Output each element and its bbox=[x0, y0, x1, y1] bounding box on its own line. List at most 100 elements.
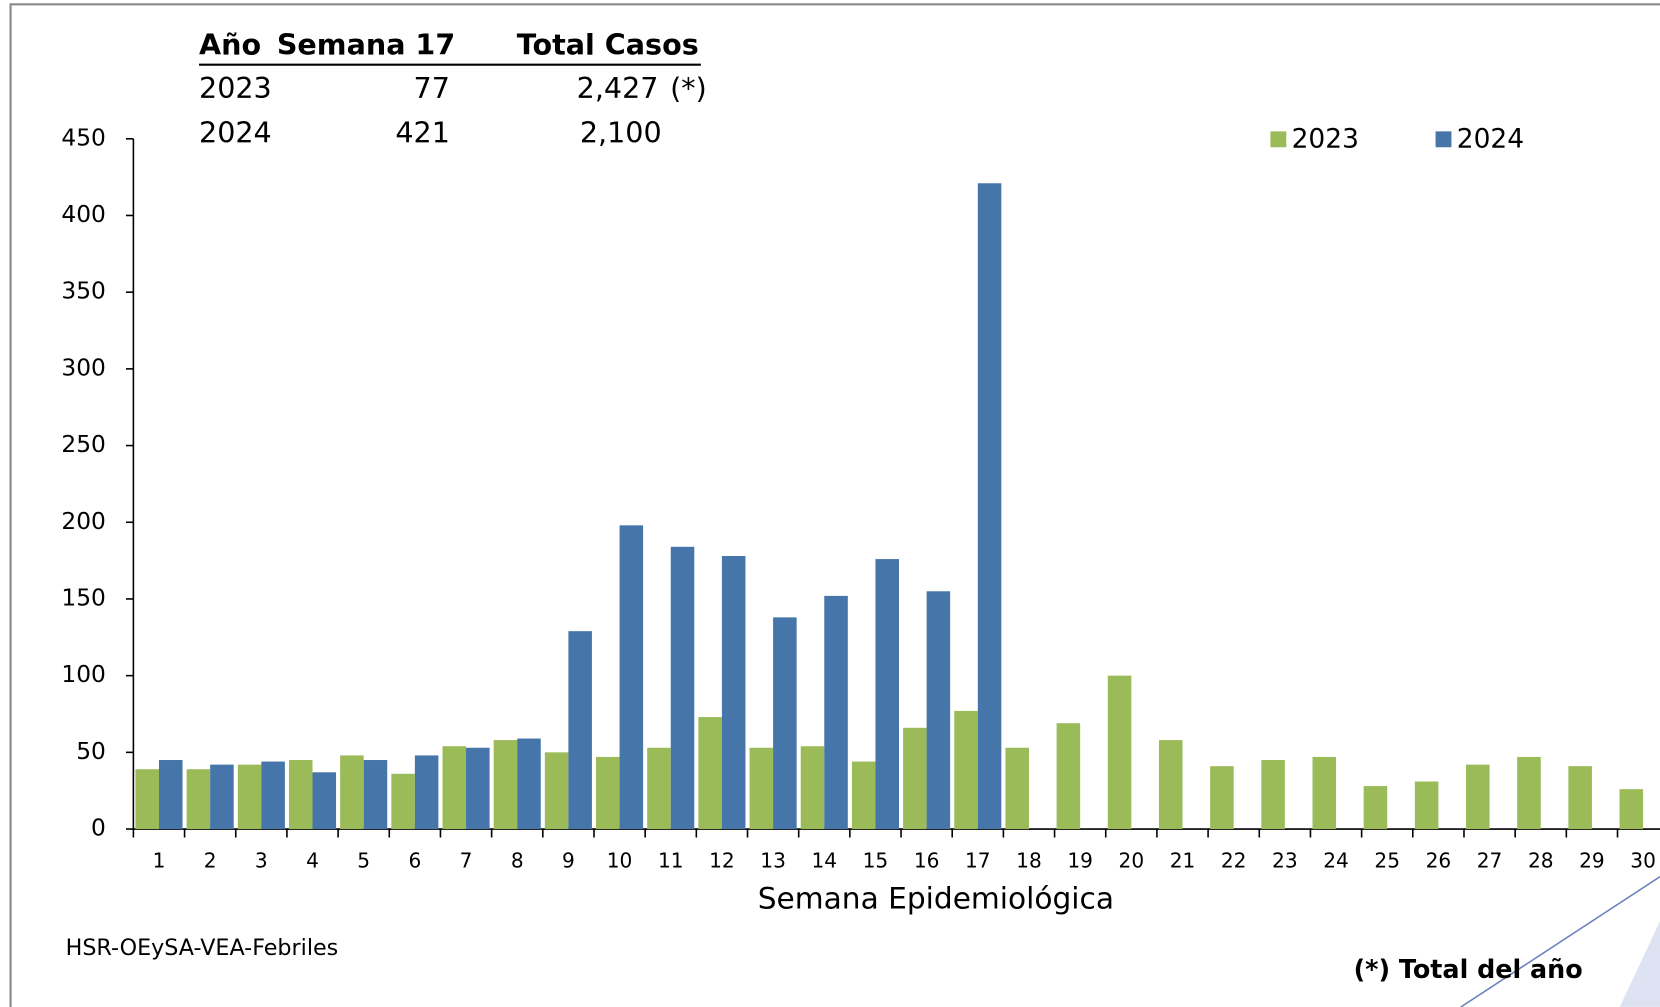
y-tick-label: 150 bbox=[61, 584, 105, 611]
x-tick-label: 8 bbox=[511, 848, 524, 872]
x-tick-label: 10 bbox=[607, 848, 633, 872]
bar bbox=[749, 747, 774, 830]
table-header: Semana 17 bbox=[277, 28, 455, 62]
bar bbox=[800, 746, 825, 830]
footnote: (*) Total del año bbox=[1354, 954, 1583, 984]
bar bbox=[1005, 747, 1029, 830]
decor-line bbox=[1460, 876, 1660, 1007]
bar bbox=[1158, 740, 1183, 830]
table-header: Total Casos bbox=[517, 28, 699, 62]
bar bbox=[1210, 766, 1234, 830]
bar bbox=[824, 595, 848, 830]
y-tick-label: 50 bbox=[76, 738, 106, 765]
x-tick-label: 30 bbox=[1630, 848, 1656, 872]
bar bbox=[493, 740, 518, 830]
x-tick-label: 7 bbox=[460, 848, 473, 872]
bar bbox=[954, 710, 978, 830]
bar bbox=[158, 760, 183, 830]
bar bbox=[186, 769, 211, 830]
bar bbox=[903, 727, 927, 830]
x-tick-label: 9 bbox=[562, 848, 575, 872]
table-cell: 2,100 bbox=[580, 116, 662, 150]
bar bbox=[466, 747, 490, 830]
table-cell: 2024 bbox=[199, 116, 272, 150]
bar bbox=[1414, 781, 1439, 830]
x-axis-label: Semana Epidemiológica bbox=[758, 880, 1114, 915]
frame bbox=[9, 3, 1660, 1007]
x-tick-label: 21 bbox=[1170, 848, 1196, 872]
y-tick-label: 350 bbox=[61, 278, 105, 305]
bar bbox=[670, 546, 695, 830]
bar bbox=[1619, 789, 1644, 830]
bar bbox=[1056, 723, 1081, 830]
x-tick-label: 22 bbox=[1221, 848, 1247, 872]
bar bbox=[1107, 675, 1132, 830]
bar bbox=[237, 764, 262, 830]
bar bbox=[568, 631, 592, 830]
source: HSR-OEySA-VEA-Febriles bbox=[66, 935, 339, 961]
y-tick-label: 0 bbox=[91, 815, 106, 842]
x-tick-label: 2 bbox=[204, 848, 217, 872]
table-cell: (*) bbox=[670, 71, 707, 105]
x-tick-label: 18 bbox=[1016, 848, 1042, 872]
bar bbox=[414, 755, 439, 830]
x-tick-label: 13 bbox=[760, 848, 786, 872]
legend-swatch bbox=[1270, 131, 1287, 148]
bar bbox=[647, 747, 671, 830]
x-tick-label: 3 bbox=[255, 848, 268, 872]
bar bbox=[851, 761, 876, 830]
x-tick-label: 16 bbox=[914, 848, 940, 872]
x-tick-label: 29 bbox=[1579, 848, 1605, 872]
x-tick-label: 19 bbox=[1067, 848, 1093, 872]
y-tick-label: 300 bbox=[61, 354, 105, 381]
bar bbox=[363, 760, 388, 830]
x-tick-label: 12 bbox=[709, 848, 735, 872]
y-tick-label: 450 bbox=[61, 124, 105, 151]
bar bbox=[596, 756, 620, 830]
x-tick-label: 23 bbox=[1272, 848, 1298, 872]
x-tick-label: 24 bbox=[1323, 848, 1349, 872]
table-cell: 2,427 bbox=[577, 71, 659, 105]
bar bbox=[926, 591, 951, 830]
legend-swatch bbox=[1435, 131, 1452, 148]
bar bbox=[1261, 760, 1285, 830]
legend-label: 2023 bbox=[1292, 123, 1359, 154]
x-tick-label: 17 bbox=[965, 848, 991, 872]
bar bbox=[1517, 756, 1541, 830]
bar bbox=[1568, 766, 1592, 830]
x-tick-label: 14 bbox=[811, 848, 837, 872]
bar bbox=[391, 773, 415, 830]
table-cell: 2023 bbox=[199, 71, 272, 105]
bar bbox=[288, 760, 313, 830]
bar bbox=[721, 556, 746, 830]
bar bbox=[517, 738, 541, 830]
bar bbox=[261, 761, 285, 830]
x-tick-label: 25 bbox=[1374, 848, 1400, 872]
bar bbox=[1466, 764, 1490, 830]
x-tick-label: 5 bbox=[357, 848, 370, 872]
bar bbox=[312, 772, 337, 830]
bar bbox=[442, 746, 467, 830]
x-tick-label: 4 bbox=[306, 848, 319, 872]
bar bbox=[210, 764, 234, 830]
x-tick-label: 26 bbox=[1426, 848, 1452, 872]
x-tick-label: 1 bbox=[153, 848, 166, 872]
bar bbox=[1312, 756, 1337, 830]
y-tick-label: 100 bbox=[61, 661, 105, 688]
x-tick-label: 6 bbox=[408, 848, 421, 872]
bar bbox=[340, 755, 364, 830]
table-cell: 421 bbox=[395, 116, 450, 150]
x-tick-label: 11 bbox=[658, 848, 684, 872]
table-cell: 77 bbox=[414, 71, 450, 105]
y-tick-label: 400 bbox=[61, 201, 105, 228]
x-tick-label: 28 bbox=[1528, 848, 1554, 872]
bar bbox=[135, 769, 159, 830]
x-tick-label: 27 bbox=[1477, 848, 1503, 872]
bar bbox=[698, 717, 722, 830]
bar bbox=[1363, 786, 1388, 830]
table-header: Año bbox=[199, 28, 261, 62]
bar bbox=[773, 617, 797, 830]
y-tick-label: 200 bbox=[61, 508, 105, 535]
